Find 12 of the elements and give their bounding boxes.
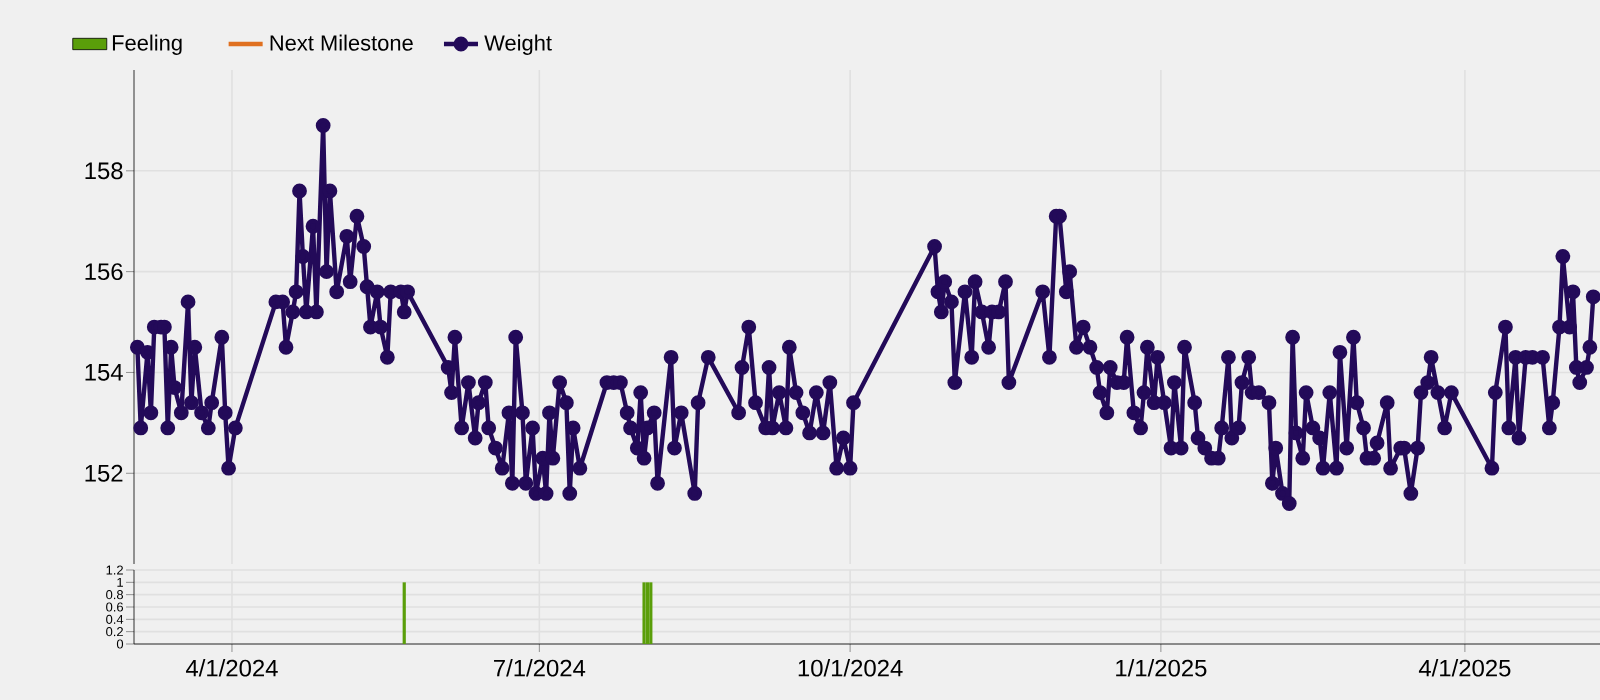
x-tick-label: 1/1/2025: [1116, 659, 1207, 677]
legend-label: Next Milestone: [270, 34, 413, 51]
x-tick-label: 10/1/2024: [798, 659, 903, 677]
x-tick-label: 7/1/2024: [494, 659, 586, 677]
legend-label: Feeling: [112, 34, 182, 55]
y-tick-label: 154: [85, 364, 123, 381]
y-tick-label: 156: [85, 263, 123, 281]
x-tick-label: 4/1/2024: [185, 659, 278, 677]
y-tick-label: 158: [85, 162, 123, 180]
x-tick-label: 4/1/2025: [1418, 659, 1511, 677]
legend-label: Weight: [484, 34, 552, 55]
y-tick-label: 152: [85, 464, 123, 482]
